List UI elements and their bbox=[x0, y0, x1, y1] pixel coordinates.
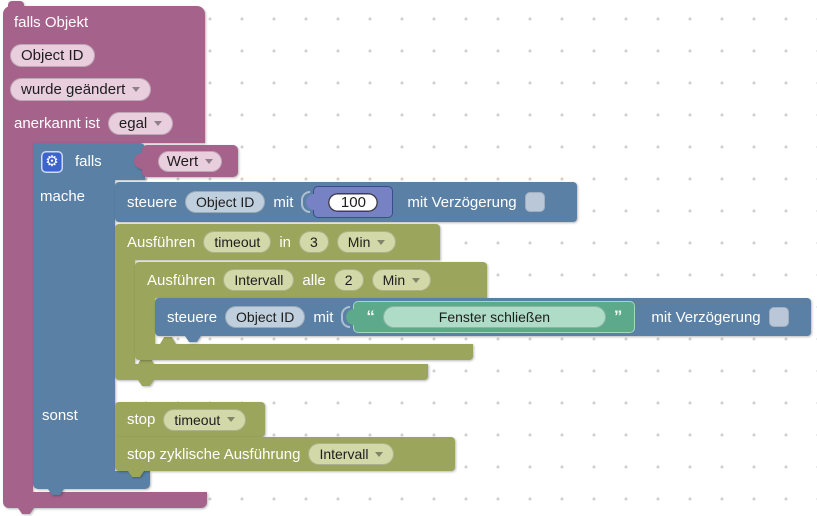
if-block-header[interactable]: ⚙ falls bbox=[33, 143, 145, 180]
control-verb-label: steuere bbox=[127, 193, 178, 211]
control-number-block[interactable]: steuere Object ID mit 100 mit Verzögerun… bbox=[115, 182, 577, 222]
plug-tab bbox=[134, 153, 143, 169]
interval-block-spine bbox=[135, 298, 155, 344]
timeout-unit-dropdown[interactable]: Min bbox=[336, 231, 397, 253]
control-verb-label: steuere bbox=[167, 308, 218, 326]
timeout-block-header[interactable]: Ausführen timeout in 3 Min bbox=[115, 224, 440, 260]
interval-name-field[interactable]: Intervall bbox=[223, 269, 295, 291]
condition-value-block[interactable]: Wert bbox=[134, 145, 238, 177]
interval-block-header[interactable]: Ausführen Intervall alle 2 Min bbox=[135, 262, 487, 298]
dropdown-arrow-icon bbox=[132, 87, 141, 92]
dropdown-arrow-icon bbox=[375, 451, 384, 457]
dropdown-arrow-icon bbox=[377, 239, 386, 245]
with-label: mit bbox=[313, 308, 334, 326]
number-input[interactable]: 100 bbox=[328, 192, 379, 212]
close-quote-icon: ” bbox=[613, 307, 623, 326]
timeout-block-bottom-bar bbox=[115, 364, 428, 380]
plug-tab bbox=[346, 309, 356, 325]
with-label: mit bbox=[273, 193, 294, 211]
dropdown-arrow-icon bbox=[154, 121, 163, 126]
stop-timeout-dropdown[interactable]: timeout bbox=[163, 408, 247, 431]
number-value-block[interactable]: 100 bbox=[306, 186, 394, 218]
trigger-change-type-dropdown[interactable]: wurde geändert bbox=[10, 78, 152, 101]
interval-block-bottom-bar bbox=[135, 344, 473, 360]
trigger-top-tab bbox=[8, 1, 24, 8]
trigger-left-spine bbox=[3, 143, 33, 492]
trigger-ack-label: anerkannt ist bbox=[14, 115, 100, 132]
timeout-verb-label: Ausführen bbox=[127, 233, 196, 251]
connector-bump bbox=[18, 508, 34, 514]
connector-bump bbox=[138, 357, 154, 364]
delay-label: mit Verzögerung bbox=[651, 308, 761, 326]
timeout-value-field[interactable]: 3 bbox=[299, 231, 329, 253]
connector-bump bbox=[160, 337, 176, 344]
dropdown-arrow-icon bbox=[227, 417, 236, 422]
mutator-gear-icon[interactable]: ⚙ bbox=[41, 150, 63, 173]
interval-every-label: alle bbox=[302, 271, 326, 289]
if-block-bottom-bar bbox=[33, 471, 150, 489]
object-id-field[interactable]: Object ID bbox=[225, 306, 306, 328]
if-label: falls bbox=[75, 153, 102, 170]
timeout-unit-value: Min bbox=[347, 234, 371, 250]
condition-dropdown[interactable]: Wert bbox=[157, 150, 223, 172]
dropdown-arrow-icon bbox=[412, 277, 421, 283]
interval-unit-value: Min bbox=[382, 272, 406, 288]
dropdown-arrow-icon bbox=[205, 158, 214, 164]
if-block-spine[interactable] bbox=[33, 180, 115, 472]
stop-interval-verb-label: stop zyklische Ausführung bbox=[127, 445, 301, 463]
stop-interval-dropdown[interactable]: Intervall bbox=[308, 443, 395, 465]
then-label: mache bbox=[40, 188, 86, 205]
control-text-block[interactable]: steuere Object ID mit “ Fenster schließe… bbox=[155, 298, 811, 336]
string-input[interactable]: Fenster schließen bbox=[382, 306, 606, 328]
interval-verb-label: Ausführen bbox=[147, 271, 216, 289]
stop-timeout-block[interactable]: stop timeout bbox=[115, 402, 265, 437]
delay-checkbox[interactable] bbox=[524, 192, 545, 212]
else-label: sonst bbox=[42, 407, 78, 424]
timeout-block-spine bbox=[115, 260, 135, 364]
interval-value-field[interactable]: 2 bbox=[333, 269, 364, 291]
delay-checkbox[interactable] bbox=[768, 307, 789, 327]
plug-tab bbox=[306, 194, 316, 210]
connector-bump bbox=[138, 380, 154, 386]
object-id-field[interactable]: Object ID bbox=[185, 191, 266, 213]
interval-unit-dropdown[interactable]: Min bbox=[371, 269, 432, 291]
socket-cut bbox=[341, 306, 351, 328]
stop-interval-name: Intervall bbox=[319, 446, 369, 462]
connector-bump bbox=[185, 336, 201, 342]
trigger-ack-value: egal bbox=[118, 115, 148, 132]
trigger-bottom-bar bbox=[3, 492, 207, 508]
open-quote-icon: “ bbox=[366, 307, 375, 326]
stop-interval-block[interactable]: stop zyklische Ausführung Intervall bbox=[115, 437, 455, 471]
trigger-title: falls Objekt bbox=[14, 14, 89, 31]
trigger-block[interactable]: falls Objekt Object ID wurde geändert an… bbox=[3, 6, 205, 143]
timeout-in-label: in bbox=[279, 233, 291, 251]
connector-bump bbox=[128, 471, 144, 477]
socket-cut bbox=[301, 191, 311, 213]
string-value-block[interactable]: “ Fenster schließen ” bbox=[346, 301, 636, 333]
stop-timeout-name: timeout bbox=[174, 411, 221, 428]
trigger-change-type-label: wurde geändert bbox=[21, 81, 126, 98]
trigger-object-id-field[interactable]: Object ID bbox=[10, 44, 95, 67]
trigger-ack-dropdown[interactable]: egal bbox=[107, 112, 174, 135]
timeout-name-field[interactable]: timeout bbox=[203, 231, 272, 253]
stop-verb-label: stop bbox=[127, 411, 156, 428]
condition-value: Wert bbox=[166, 152, 199, 170]
delay-label: mit Verzögerung bbox=[407, 193, 517, 211]
connector-bump bbox=[48, 489, 64, 495]
